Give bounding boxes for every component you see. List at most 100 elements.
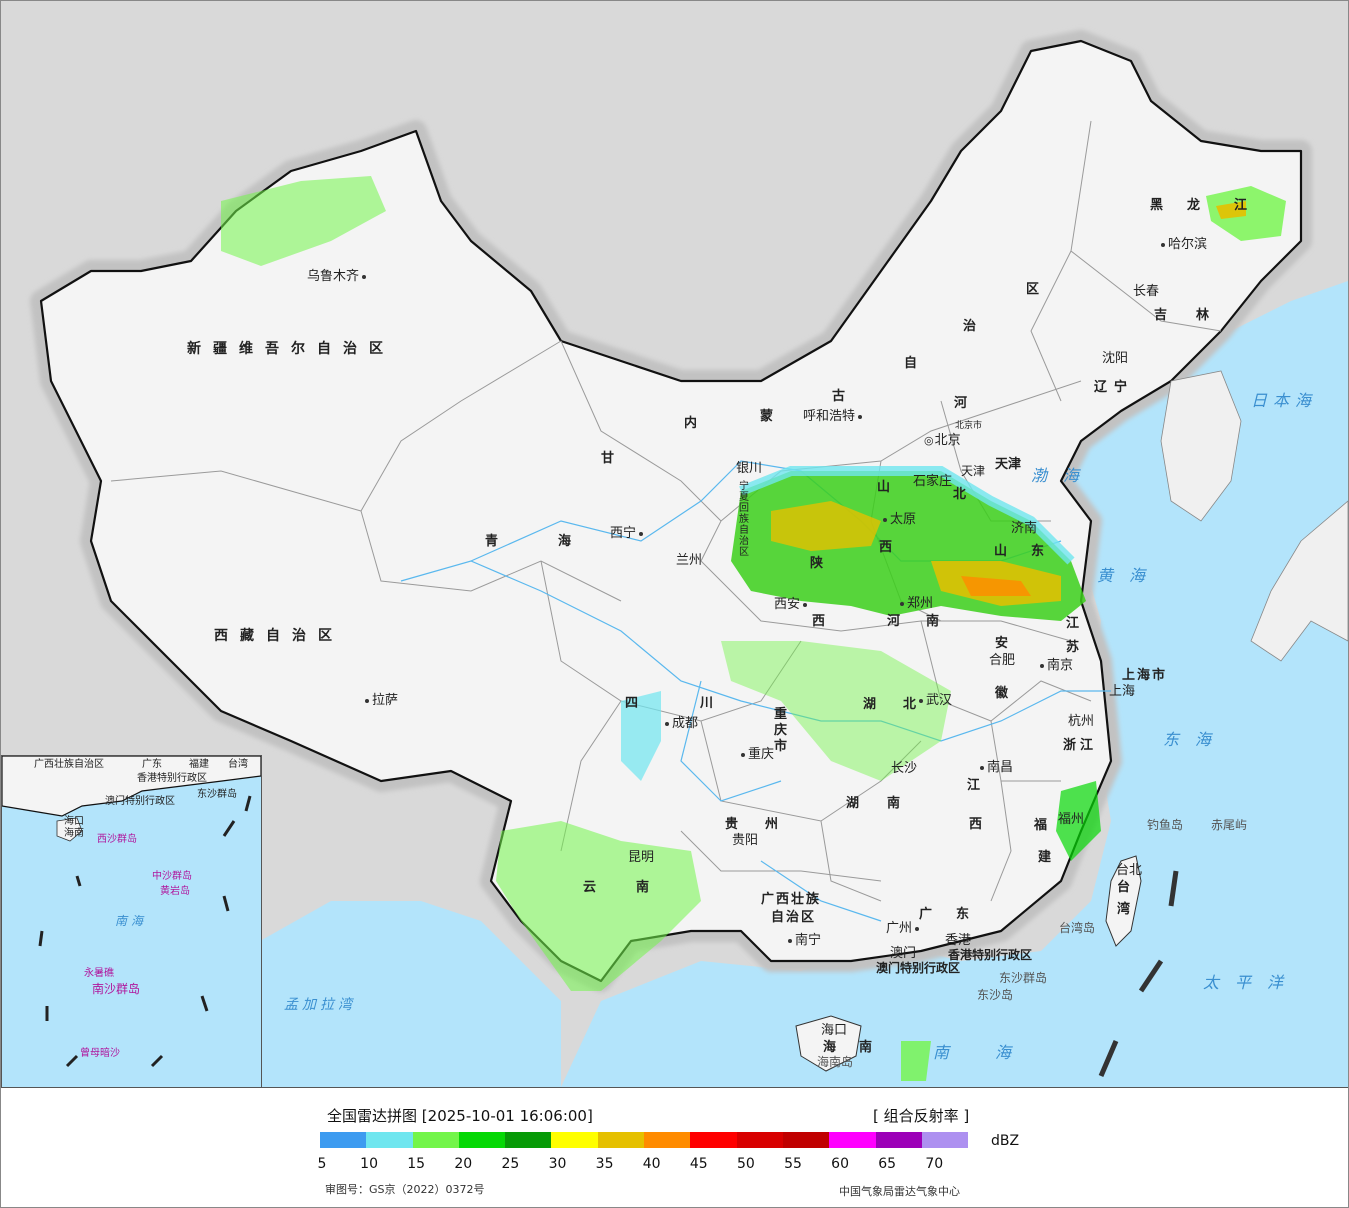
label-jiangxi-2: 西 [969,817,983,832]
label-huanghai: 黄海 [1097,566,1162,585]
echo-southsea [901,1041,931,1081]
city-chongqing: 重庆 [741,748,774,762]
city-urumqi: 乌鲁木齐 [307,270,366,284]
color-swatch [597,1132,645,1148]
inset-fujian: 福建 [189,759,209,770]
label-hunan-1: 湖 [846,796,860,811]
label-hebei-2: 北 [953,487,967,502]
inset-nanhai: 南海 [115,914,148,928]
label-guangxi-1: 广西壮族 [761,892,822,907]
city-hefei: 合肥 [989,653,1016,668]
label-hubei-2: 北 [903,697,917,712]
label-guangdong-1: 广 [919,907,933,922]
label-taiwan-island: 台湾岛 [1059,921,1096,935]
label-jiangxi-1: 江 [967,778,981,793]
color-scale-tick: 10 [360,1156,379,1172]
label-shandong-2: 东 [1031,544,1045,559]
echo-core-3 [961,576,1031,596]
label-shanxi-2: 西 [879,540,893,555]
legend-title: 全国雷达拼图 [2025-10-01 16:06:00] [327,1105,593,1126]
label-hongkong-sar: 香港特别行政区 [948,948,1033,962]
label-fujian-1: 福 [1034,818,1048,833]
city-shanghai: 上海 [1109,684,1136,699]
color-scale-tick: 20 [454,1156,473,1172]
label-heilongjiang-3: 江 [1234,198,1248,213]
label-hainan-2: 南 [859,1040,873,1055]
label-fujian-2: 建 [1038,850,1052,865]
city-hongkong: 香港 [945,933,972,948]
echo-yunnan [496,821,701,991]
label-hebei-1: 河 [954,396,968,411]
label-shandong-1: 山 [994,544,1008,559]
radar-map[interactable]: 新疆维吾尔自治区 西藏自治区 青 海 甘 内 蒙 古 自 治 区 黑 龙 江 吉… [1,1,1348,1088]
color-swatch [921,1132,969,1148]
color-swatch [458,1132,506,1148]
city-lhasa: 拉萨 [365,694,398,708]
label-shanxi-1: 山 [877,480,891,495]
color-scale-bar [320,1132,969,1148]
color-swatch [644,1132,691,1148]
echo-fujian [1056,781,1101,861]
label-guangxi-2: 自治区 [771,910,817,925]
city-lanzhou: 兰州 [676,553,703,568]
label-taipingyang: 太平洋 [1203,973,1300,992]
label-liaoning-2: 宁 [1114,380,1128,395]
color-scale-tick: 5 [317,1156,327,1172]
color-swatch [782,1132,830,1148]
label-henan-1: 河 [887,614,901,629]
label-zhejiang: 浙江 [1063,738,1098,753]
hainan-island [795,1015,862,1072]
label-bengal: 孟加拉湾 [284,997,356,1013]
label-taiwan-2: 湾 [1117,902,1131,917]
label-neimenggu-6: 区 [1026,282,1040,297]
color-scale-tick: 65 [878,1156,897,1172]
label-xinjiang: 新疆维吾尔自治区 [187,341,395,357]
label-bohai: 渤海 [1031,466,1096,485]
product-label: [ 组合反射率 ] [873,1107,970,1125]
city-nanjing: 南京 [1040,659,1073,673]
label-yunnan-2: 南 [636,880,650,895]
label-ribenhai: 日本海 [1251,391,1318,410]
label-xizang: 西藏自治区 [214,628,344,644]
label-liaoning-1: 辽 [1094,380,1108,395]
echo-north-china-edge [739,466,1075,565]
label-dongsha-qundao: 东沙群岛 [999,971,1048,985]
color-scale-tick: 35 [595,1156,614,1172]
legend-panel: 全国雷达拼图 [2025-10-01 16:06:00] [ 组合反射率 ] d… [1,1089,1348,1207]
city-yinchuan: 银川 [736,461,763,476]
label-guangdong-2: 东 [956,907,970,922]
label-jilin-1: 吉 [1154,308,1168,323]
inset-taiwan: 台湾 [228,759,248,770]
color-swatch [829,1132,876,1148]
inset-xisha: 西沙群岛 [97,834,137,845]
inset-yongshu: 永暑礁 [84,968,114,979]
label-hunan-2: 南 [887,796,901,811]
color-swatch [875,1132,922,1148]
city-nanning: 南宁 [788,934,821,948]
unit-label: dBZ [991,1133,1020,1149]
color-scale-tick: 55 [784,1156,802,1172]
city-chengdu: 成都 [665,717,698,731]
label-beijing-shi: 北京市 [955,421,983,431]
inset-dongsha: 东沙群岛 [197,789,237,800]
city-hohhot: 呼和浩特 [803,410,862,424]
label-diaoyu: 钓鱼岛 [1147,818,1184,832]
color-scale-tick: 15 [407,1156,426,1172]
city-haikou: 海口 [821,1023,848,1038]
label-neimenggu-3: 古 [832,389,846,404]
city-zhengzhou: 郑州 [900,597,933,611]
review-number: 审图号：GS京（2022）0372号 [325,1183,485,1196]
color-swatch [366,1132,413,1148]
city-shijiazhuang: 石家庄 [913,474,953,489]
label-neimenggu-4: 自 [904,356,918,371]
label-taiwan-1: 台 [1117,880,1131,895]
inset-zengmu: 曾母暗沙 [80,1048,120,1059]
city-guangzhou: 广州 [886,922,919,936]
label-hubei-1: 湖 [863,697,877,712]
city-jinan: 济南 [1011,521,1038,536]
city-hangzhou: 杭州 [1068,714,1095,729]
city-guiyang: 贵阳 [732,833,759,848]
label-shaanxi-1: 陕 [810,556,824,571]
label-shaanxi-2: 西 [812,614,826,629]
